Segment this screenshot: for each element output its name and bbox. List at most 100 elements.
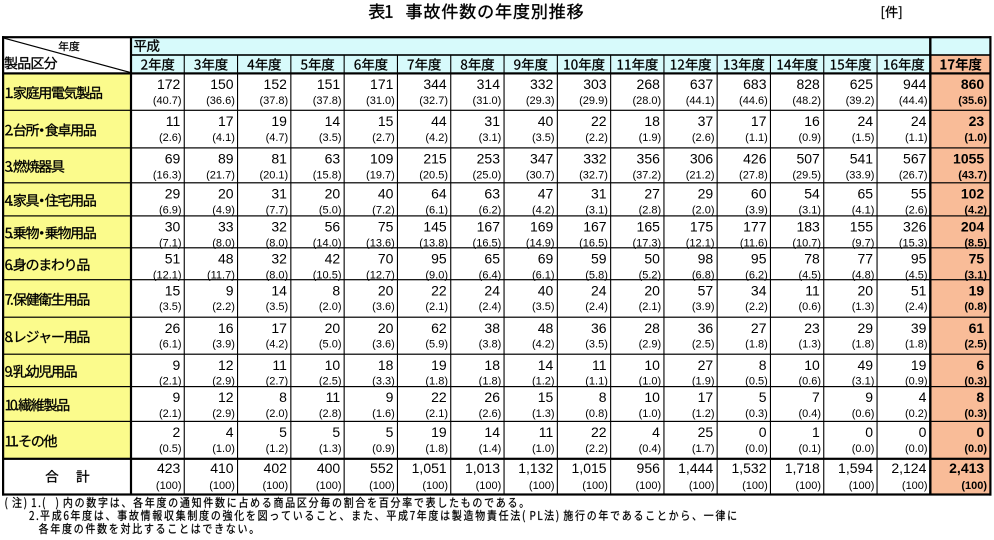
svg-text:165: 165 (637, 219, 661, 235)
svg-text:(0.8): (0.8) (964, 301, 987, 313)
svg-text:(12.1): (12.1) (153, 269, 182, 281)
svg-text:(37.8): (37.8) (259, 95, 288, 107)
svg-text:507: 507 (796, 151, 820, 167)
svg-text:155: 155 (850, 219, 874, 235)
svg-text:0: 0 (976, 424, 984, 440)
svg-text:(8.5): (8.5) (964, 237, 987, 249)
svg-text:2: 2 (173, 424, 181, 440)
svg-text:(29.3): (29.3) (526, 95, 555, 107)
svg-text:(2.2): (2.2) (585, 443, 608, 455)
svg-text:(3.5): (3.5) (266, 301, 289, 313)
svg-text:9: 9 (173, 357, 181, 373)
svg-text:26: 26 (484, 389, 500, 405)
svg-text:(1.0): (1.0) (964, 132, 987, 144)
svg-text:(4.8): (4.8) (852, 269, 875, 281)
svg-text:(0.0): (0.0) (745, 443, 768, 455)
svg-text:69: 69 (165, 151, 181, 167)
svg-text:4: 4 (652, 424, 660, 440)
svg-text:(0.3): (0.3) (964, 376, 987, 388)
svg-text:25: 25 (698, 424, 714, 440)
svg-text:(100): (100) (263, 480, 289, 492)
svg-text:54: 54 (804, 185, 820, 201)
svg-text:8: 8 (976, 389, 984, 405)
svg-text:(37.8): (37.8) (313, 95, 342, 107)
svg-text:17: 17 (751, 113, 767, 129)
svg-text:(100): (100) (316, 480, 342, 492)
svg-text:(2.7): (2.7) (372, 132, 395, 144)
svg-text:109: 109 (370, 151, 394, 167)
svg-text:24: 24 (911, 113, 927, 129)
svg-text:(100): (100) (742, 480, 768, 492)
svg-text:(11.6): (11.6) (740, 237, 768, 249)
svg-text:12: 12 (218, 357, 234, 373)
svg-text:(100): (100) (476, 480, 502, 492)
svg-text:(2.1): (2.1) (159, 408, 182, 420)
svg-text:(5.8): (5.8) (585, 269, 608, 281)
svg-text:347: 347 (530, 151, 554, 167)
svg-text:20: 20 (325, 320, 341, 336)
svg-text:(12.7): (12.7) (366, 269, 395, 281)
svg-text:33: 33 (218, 219, 234, 235)
svg-text:20: 20 (218, 185, 234, 201)
svg-text:(2.4): (2.4) (585, 301, 608, 313)
svg-text:(30.7): (30.7) (526, 169, 555, 181)
svg-text:(1.4): (1.4) (479, 443, 502, 455)
svg-text:(0.4): (0.4) (798, 408, 821, 420)
svg-text:9: 9 (865, 389, 873, 405)
svg-text:(1.3): (1.3) (798, 339, 821, 351)
svg-text:(4.2): (4.2) (532, 204, 555, 216)
svg-text:11: 11 (539, 424, 554, 440)
svg-text:1,015: 1,015 (572, 460, 607, 476)
svg-text:(3.1): (3.1) (964, 269, 987, 281)
svg-text:17: 17 (698, 389, 714, 405)
svg-text:167: 167 (477, 219, 501, 235)
svg-text:70: 70 (378, 250, 394, 266)
svg-text:(6.8): (6.8) (692, 269, 715, 281)
svg-text:(2.1): (2.1) (159, 376, 182, 388)
svg-text:(6.2): (6.2) (745, 269, 768, 281)
svg-text:5: 5 (759, 389, 767, 405)
svg-text:18: 18 (644, 113, 660, 129)
svg-text:(5.2): (5.2) (639, 269, 662, 281)
svg-text:(1.1): (1.1) (585, 376, 608, 388)
svg-text:567: 567 (903, 151, 927, 167)
svg-text:27: 27 (751, 320, 767, 336)
svg-text:253: 253 (477, 151, 501, 167)
svg-text:637: 637 (690, 76, 714, 92)
svg-text:(0.5): (0.5) (745, 376, 768, 388)
svg-text:4: 4 (919, 389, 927, 405)
svg-text:(4.2): (4.2) (964, 204, 987, 216)
svg-text:69: 69 (538, 250, 554, 266)
svg-text:49: 49 (858, 357, 874, 373)
svg-text:(2.0): (2.0) (692, 204, 715, 216)
svg-text:(8.0): (8.0) (266, 269, 289, 281)
svg-text:10: 10 (644, 357, 660, 373)
svg-text:(0.6): (0.6) (798, 376, 821, 388)
svg-text:(0.1): (0.1) (798, 443, 821, 455)
svg-text:(16.5): (16.5) (579, 237, 608, 249)
svg-text:78: 78 (804, 250, 820, 266)
svg-text:(4.9): (4.9) (212, 204, 235, 216)
svg-text:98: 98 (698, 250, 714, 266)
svg-text:(1.8): (1.8) (852, 339, 875, 351)
svg-text:(2.5): (2.5) (319, 376, 342, 388)
svg-text:(44.6): (44.6) (739, 95, 768, 107)
svg-text:12: 12 (218, 389, 234, 405)
svg-text:(13.8): (13.8) (419, 237, 448, 249)
svg-text:31: 31 (271, 185, 287, 201)
svg-text:15: 15 (165, 282, 181, 298)
svg-text:(100): (100) (636, 480, 662, 492)
svg-text:(4.7): (4.7) (266, 132, 289, 144)
svg-text:(2.0): (2.0) (266, 408, 289, 420)
svg-text:(3.5): (3.5) (532, 132, 555, 144)
svg-text:50: 50 (644, 250, 660, 266)
svg-text:(1.0): (1.0) (639, 408, 662, 420)
svg-text:31: 31 (591, 185, 607, 201)
svg-text:(5.0): (5.0) (319, 339, 342, 351)
svg-text:22: 22 (431, 282, 447, 298)
svg-text:(3.5): (3.5) (585, 339, 608, 351)
svg-text:(6.1): (6.1) (425, 204, 448, 216)
svg-text:(2.5): (2.5) (964, 339, 987, 351)
svg-text:(100): (100) (849, 480, 875, 492)
svg-text:(7.2): (7.2) (372, 204, 395, 216)
